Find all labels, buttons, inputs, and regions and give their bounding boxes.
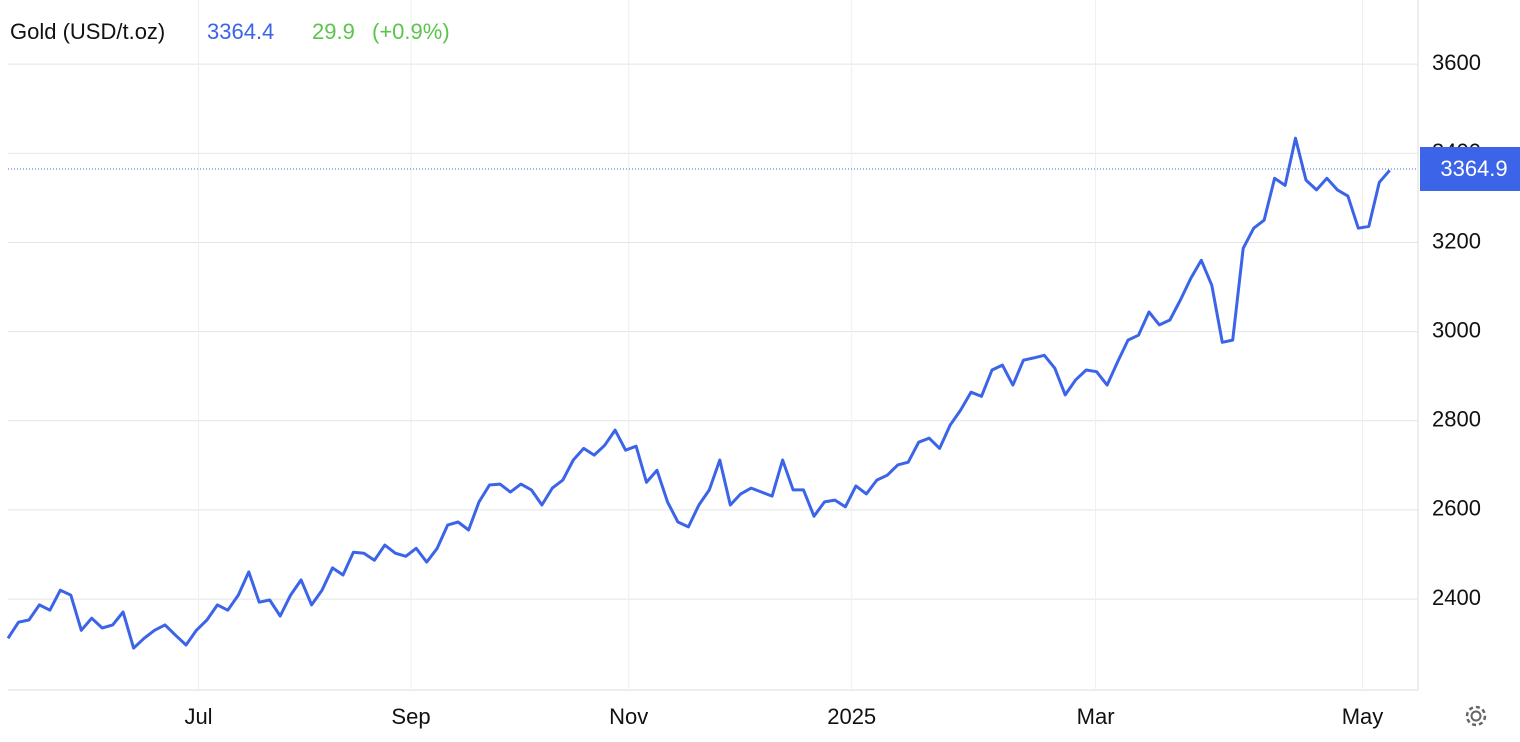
last-price-tag [1420,146,1520,191]
change: 29.9 [312,19,355,44]
x-tick-label: May [1342,704,1384,729]
y-tick-label: 2800 [1432,407,1481,432]
x-tick-label: Nov [609,704,648,729]
gear-center [1470,710,1482,722]
last-price-label: 3364.9 [1440,156,1507,181]
y-tick-label: 3200 [1432,228,1481,253]
y-tick-label: 2400 [1432,585,1481,610]
price: 3364.4 [207,19,274,44]
settings-icon[interactable] [1465,705,1487,727]
y-tick-label: 3600 [1432,50,1481,75]
y-tick-label: 3000 [1432,317,1481,342]
price-line [6,136,1391,650]
x-tick-label: 2025 [827,704,876,729]
y-tick-label: 2600 [1432,496,1481,521]
grid [8,0,1418,690]
x-tick-label: Jul [184,704,212,729]
x-tick-label: Mar [1077,704,1115,729]
gear [1465,705,1487,727]
x-tick-label: Sep [391,704,430,729]
chart-title: Gold (USD/t.oz) [10,19,165,44]
